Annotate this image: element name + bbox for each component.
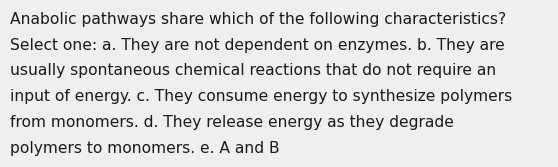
Text: polymers to monomers. e. A and B: polymers to monomers. e. A and B (10, 141, 280, 156)
Text: usually spontaneous chemical reactions that do not require an: usually spontaneous chemical reactions t… (10, 63, 496, 78)
Text: input of energy. c. They consume energy to synthesize polymers: input of energy. c. They consume energy … (10, 89, 512, 104)
Text: Select one: a. They are not dependent on enzymes. b. They are: Select one: a. They are not dependent on… (10, 38, 505, 53)
Text: from monomers. d. They release energy as they degrade: from monomers. d. They release energy as… (10, 115, 454, 130)
Text: Anabolic pathways share which of the following characteristics?: Anabolic pathways share which of the fol… (10, 12, 506, 27)
